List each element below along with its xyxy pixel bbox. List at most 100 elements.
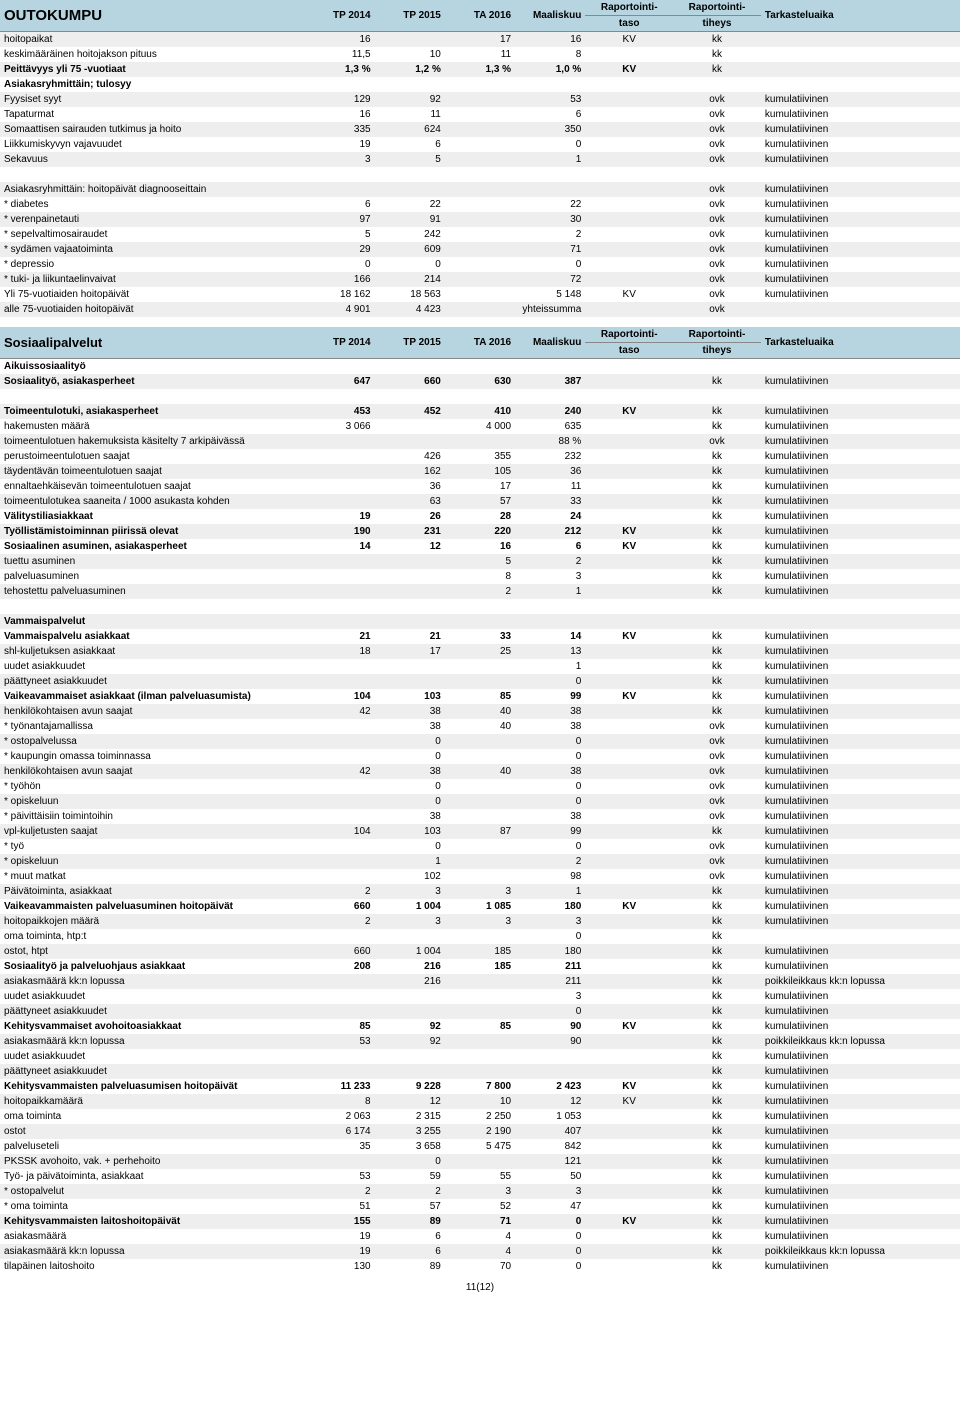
row-cell: kumulatiivinen bbox=[761, 107, 960, 122]
row-cell: kumulatiivinen bbox=[761, 914, 960, 929]
th2-tiheys: tiheys bbox=[673, 343, 761, 359]
row-cell bbox=[445, 272, 515, 287]
row-cell: kk bbox=[673, 689, 761, 704]
row-cell bbox=[445, 674, 515, 689]
row-cell bbox=[445, 389, 515, 404]
row-label: ostot, htpt bbox=[0, 944, 304, 959]
row-cell: 91 bbox=[375, 212, 445, 227]
row-cell: kumulatiivinen bbox=[761, 1079, 960, 1094]
row-cell: kk bbox=[673, 1154, 761, 1169]
row-label: uudet asiakkuudet bbox=[0, 1049, 304, 1064]
row-cell: 89 bbox=[375, 1259, 445, 1274]
row-cell bbox=[445, 302, 515, 317]
row-cell bbox=[585, 614, 673, 629]
th-tp2015: TP 2015 bbox=[375, 0, 445, 32]
row-cell: 53 bbox=[515, 92, 585, 107]
row-cell bbox=[445, 794, 515, 809]
table-row: * opiskeluun00ovkkumulatiivinen bbox=[0, 794, 960, 809]
table-row: Sosiaalityö, asiakasperheet647660630387k… bbox=[0, 374, 960, 389]
row-cell: kumulatiivinen bbox=[761, 479, 960, 494]
row-cell: kk bbox=[673, 419, 761, 434]
table-row bbox=[0, 599, 960, 614]
row-cell: 22 bbox=[515, 197, 585, 212]
table-row: henkilökohtaisen avun saajat42384038ovkk… bbox=[0, 764, 960, 779]
row-cell: 1 bbox=[515, 152, 585, 167]
row-label: Liikkumiskyvyn vajavuudet bbox=[0, 137, 304, 152]
row-cell: 40 bbox=[445, 704, 515, 719]
row-cell: kumulatiivinen bbox=[761, 92, 960, 107]
row-cell: 212 bbox=[515, 524, 585, 539]
row-cell: 166 bbox=[304, 272, 374, 287]
row-cell: kumulatiivinen bbox=[761, 1094, 960, 1109]
row-cell: 1 bbox=[515, 584, 585, 599]
row-cell: 4 bbox=[445, 1229, 515, 1244]
row-cell bbox=[673, 77, 761, 92]
row-cell bbox=[585, 749, 673, 764]
row-label: Sosiaalityö, asiakasperheet bbox=[0, 374, 304, 389]
row-cell bbox=[375, 359, 445, 375]
row-label: asiakasmäärä bbox=[0, 1229, 304, 1244]
row-cell bbox=[673, 389, 761, 404]
row-cell: kk bbox=[673, 674, 761, 689]
row-cell: 180 bbox=[515, 899, 585, 914]
th-taso: taso bbox=[585, 16, 673, 32]
row-cell: kk bbox=[673, 1124, 761, 1139]
row-cell: kumulatiivinen bbox=[761, 1259, 960, 1274]
row-cell: KV bbox=[585, 524, 673, 539]
row-cell bbox=[304, 779, 374, 794]
row-cell: kumulatiivinen bbox=[761, 404, 960, 419]
row-cell bbox=[375, 674, 445, 689]
row-label: * työ bbox=[0, 839, 304, 854]
row-label: Toimeentulotuki, asiakasperheet bbox=[0, 404, 304, 419]
row-cell bbox=[375, 167, 445, 182]
row-cell: kk bbox=[673, 1259, 761, 1274]
table-row: Sosiaalinen asuminen, asiakasperheet1412… bbox=[0, 539, 960, 554]
row-cell: 70 bbox=[445, 1259, 515, 1274]
row-cell: KV bbox=[585, 62, 673, 77]
row-cell bbox=[585, 1184, 673, 1199]
row-cell: ovk bbox=[673, 302, 761, 317]
th2-maaliskuu: Maaliskuu bbox=[515, 327, 585, 359]
row-cell: KV bbox=[585, 404, 673, 419]
table-row: Asiakasryhmittäin: hoitopäivät diagnoose… bbox=[0, 182, 960, 197]
row-cell bbox=[673, 599, 761, 614]
row-label: vpl-kuljetusten saajat bbox=[0, 824, 304, 839]
table-row: * työ00ovkkumulatiivinen bbox=[0, 839, 960, 854]
table-row: * päivittäisiin toimintoihin3838ovkkumul… bbox=[0, 809, 960, 824]
row-cell: 0 bbox=[515, 1214, 585, 1229]
row-cell bbox=[375, 569, 445, 584]
row-cell: 232 bbox=[515, 449, 585, 464]
row-cell: KV bbox=[585, 32, 673, 48]
row-cell: 0 bbox=[375, 1154, 445, 1169]
row-cell: ovk bbox=[673, 809, 761, 824]
row-cell: 0 bbox=[515, 1229, 585, 1244]
row-cell: 13 bbox=[515, 644, 585, 659]
row-cell: 98 bbox=[515, 869, 585, 884]
row-label: Vammaispalvelu asiakkaat bbox=[0, 629, 304, 644]
row-cell bbox=[585, 212, 673, 227]
row-cell: kk bbox=[673, 824, 761, 839]
row-cell: 1 004 bbox=[375, 944, 445, 959]
row-cell: 85 bbox=[445, 1019, 515, 1034]
row-cell: kk bbox=[673, 989, 761, 1004]
row-cell: kk bbox=[673, 404, 761, 419]
row-cell: KV bbox=[585, 689, 673, 704]
row-cell: 97 bbox=[304, 212, 374, 227]
row-cell: ovk bbox=[673, 227, 761, 242]
row-cell: kumulatiivinen bbox=[761, 944, 960, 959]
row-cell bbox=[585, 764, 673, 779]
row-cell: 5 bbox=[375, 152, 445, 167]
row-cell: kumulatiivinen bbox=[761, 1169, 960, 1184]
th-tiheys: tiheys bbox=[673, 16, 761, 32]
row-cell bbox=[585, 152, 673, 167]
table-row: * verenpainetauti979130ovkkumulatiivinen bbox=[0, 212, 960, 227]
table-row: Vaikeavammaisten palveluasuminen hoitopä… bbox=[0, 899, 960, 914]
row-cell: ovk bbox=[673, 434, 761, 449]
row-cell bbox=[375, 554, 445, 569]
row-cell: kumulatiivinen bbox=[761, 539, 960, 554]
row-cell bbox=[515, 182, 585, 197]
row-label: hoitopaikat bbox=[0, 32, 304, 48]
row-cell: ovk bbox=[673, 854, 761, 869]
row-cell bbox=[304, 434, 374, 449]
row-cell: 2 190 bbox=[445, 1124, 515, 1139]
